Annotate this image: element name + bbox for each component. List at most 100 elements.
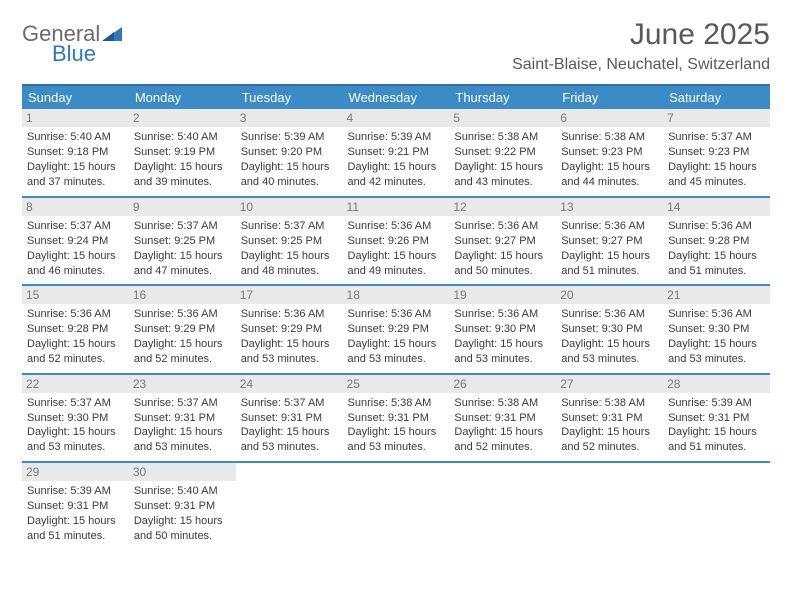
weekday-header-row: Sunday Monday Tuesday Wednesday Thursday… — [22, 85, 770, 109]
day-info: Sunrise: 5:39 AMSunset: 9:20 PMDaylight:… — [241, 130, 338, 189]
calendar-cell: 30 Sunrise: 5:40 AMSunset: 9:31 PMDayligh… — [129, 462, 236, 550]
day-info: Sunrise: 5:36 AMSunset: 9:29 PMDaylight:… — [348, 307, 445, 366]
day-info: Sunrise: 5:36 AMSunset: 9:27 PMDaylight:… — [561, 219, 658, 278]
day-number: 6 — [556, 109, 663, 127]
calendar-cell: 10Sunrise: 5:37 AMSunset: 9:25 PMDayligh… — [236, 197, 343, 285]
calendar-cell — [556, 462, 663, 550]
day-info: Sunrise: 5:36 AMSunset: 9:28 PMDaylight:… — [27, 307, 124, 366]
day-info: Sunrise: 5:39 AMSunset: 9:31 PMDaylight:… — [27, 484, 124, 543]
weekday-header: Monday — [129, 85, 236, 109]
calendar-cell: 24Sunrise: 5:37 AMSunset: 9:31 PMDayligh… — [236, 374, 343, 462]
calendar-cell: 11 Sunrise: 5:36 AMSunset: 9:26 PMDayligh… — [343, 197, 450, 285]
day-number: 18 — [343, 286, 450, 304]
calendar-cell: 4Sunrise: 5:39 AMSunset: 9:21 PMDaylight… — [343, 109, 450, 197]
calendar-cell: 16 Sunrise: 5:36 AMSunset: 9:29 PMDayligh… — [129, 285, 236, 373]
calendar-cell: 23Sunrise: 5:37 AMSunset: 9:31 PMDayligh… — [129, 374, 236, 462]
calendar-cell: 28 Sunrise: 5:39 AMSunset: 9:31 PMDayligh… — [663, 374, 770, 462]
weekday-header: Thursday — [449, 85, 556, 109]
day-info: Sunrise: 5:40 AMSunset: 9:19 PMDaylight:… — [134, 130, 231, 189]
day-number: 14 — [663, 198, 770, 216]
day-info: Sunrise: 5:36 AMSunset: 9:30 PMDaylight:… — [454, 307, 551, 366]
calendar-row: 8 Sunrise: 5:37 AMSunset: 9:24 PMDaylight… — [22, 197, 770, 285]
day-number: 3 — [236, 109, 343, 127]
day-info: Sunrise: 5:36 AMSunset: 9:26 PMDaylight:… — [348, 219, 445, 278]
day-info: Sunrise: 5:39 AMSunset: 9:21 PMDaylight:… — [348, 130, 445, 189]
calendar-row: 29 Sunrise: 5:39 AMSunset: 9:31 PMDayligh… — [22, 462, 770, 550]
day-number: 21 — [663, 286, 770, 304]
calendar-cell: 14Sunrise: 5:36 AMSunset: 9:28 PMDayligh… — [663, 197, 770, 285]
calendar-cell: 5 Sunrise: 5:38 AMSunset: 9:22 PMDaylight… — [449, 109, 556, 197]
weekday-header: Friday — [556, 85, 663, 109]
calendar-cell: 8 Sunrise: 5:37 AMSunset: 9:24 PMDaylight… — [22, 197, 129, 285]
logo-line2: Blue — [52, 41, 96, 66]
calendar-cell: 7 Sunrise: 5:37 AMSunset: 9:23 PMDaylight… — [663, 109, 770, 197]
day-info: Sunrise: 5:36 AMSunset: 9:29 PMDaylight:… — [134, 307, 231, 366]
day-number: 30 — [129, 463, 236, 481]
calendar-cell: 25 Sunrise: 5:38 AMSunset: 9:31 PMDayligh… — [343, 374, 450, 462]
day-number: 19 — [449, 286, 556, 304]
day-number: 23 — [129, 375, 236, 393]
calendar-cell: 13Sunrise: 5:36 AMSunset: 9:27 PMDayligh… — [556, 197, 663, 285]
day-number: 20 — [556, 286, 663, 304]
weekday-header: Sunday — [22, 85, 129, 109]
calendar-row: 15Sunrise: 5:36 AMSunset: 9:28 PMDayligh… — [22, 285, 770, 373]
calendar-cell: 12 Sunrise: 5:36 AMSunset: 9:27 PMDayligh… — [449, 197, 556, 285]
day-number: 5 — [449, 109, 556, 127]
day-number: 22 — [22, 375, 129, 393]
day-info: Sunrise: 5:36 AMSunset: 9:27 PMDaylight:… — [454, 219, 551, 278]
calendar-cell: 2 Sunrise: 5:40 AMSunset: 9:19 PMDaylight… — [129, 109, 236, 197]
calendar-row: 1 Sunrise: 5:40 AMSunset: 9:18 PMDaylight… — [22, 109, 770, 197]
calendar-cell: 3 Sunrise: 5:39 AMSunset: 9:20 PMDaylight… — [236, 109, 343, 197]
calendar-cell: 22 Sunrise: 5:37 AMSunset: 9:30 PMDayligh… — [22, 374, 129, 462]
weekday-header: Tuesday — [236, 85, 343, 109]
calendar-cell: 20Sunrise: 5:36 AMSunset: 9:30 PMDayligh… — [556, 285, 663, 373]
day-number: 28 — [663, 375, 770, 393]
day-number: 24 — [236, 375, 343, 393]
logo: General Blue — [22, 18, 122, 64]
day-number: 16 — [129, 286, 236, 304]
calendar-cell: 17Sunrise: 5:36 AMSunset: 9:29 PMDayligh… — [236, 285, 343, 373]
day-info: Sunrise: 5:37 AMSunset: 9:24 PMDaylight:… — [27, 219, 124, 278]
calendar-cell: 19 Sunrise: 5:36 AMSunset: 9:30 PMDayligh… — [449, 285, 556, 373]
calendar-cell: 18 Sunrise: 5:36 AMSunset: 9:29 PMDayligh… — [343, 285, 450, 373]
day-info: Sunrise: 5:38 AMSunset: 9:31 PMDaylight:… — [561, 396, 658, 455]
day-number: 25 — [343, 375, 450, 393]
title-block: June 2025 Saint-Blaise, Neuchatel, Switz… — [512, 18, 770, 74]
logo-text: General Blue — [22, 24, 122, 64]
day-info: Sunrise: 5:37 AMSunset: 9:30 PMDaylight:… — [27, 396, 124, 455]
calendar-cell: 6 Sunrise: 5:38 AMSunset: 9:23 PMDaylight… — [556, 109, 663, 197]
location: Saint-Blaise, Neuchatel, Switzerland — [512, 56, 770, 74]
day-info: Sunrise: 5:38 AMSunset: 9:22 PMDaylight:… — [454, 130, 551, 189]
day-info: Sunrise: 5:40 AMSunset: 9:18 PMDaylight:… — [27, 130, 124, 189]
calendar-cell: 29 Sunrise: 5:39 AMSunset: 9:31 PMDayligh… — [22, 462, 129, 550]
day-info: Sunrise: 5:38 AMSunset: 9:31 PMDaylight:… — [348, 396, 445, 455]
calendar-cell — [663, 462, 770, 550]
calendar-cell: 21Sunrise: 5:36 AMSunset: 9:30 PMDayligh… — [663, 285, 770, 373]
month-title: June 2025 — [512, 18, 770, 52]
day-number: 11 — [343, 198, 450, 216]
day-number: 29 — [22, 463, 129, 481]
calendar-cell: 15Sunrise: 5:36 AMSunset: 9:28 PMDayligh… — [22, 285, 129, 373]
day-number: 2 — [129, 109, 236, 127]
calendar-cell: 27 Sunrise: 5:38 AMSunset: 9:31 PMDayligh… — [556, 374, 663, 462]
day-number: 8 — [22, 198, 129, 216]
day-info: Sunrise: 5:40 AMSunset: 9:31 PMDaylight:… — [134, 484, 231, 543]
day-number: 12 — [449, 198, 556, 216]
calendar-cell — [236, 462, 343, 550]
day-number: 26 — [449, 375, 556, 393]
calendar-cell: 9Sunrise: 5:37 AMSunset: 9:25 PMDaylight… — [129, 197, 236, 285]
calendar-cell: 1 Sunrise: 5:40 AMSunset: 9:18 PMDaylight… — [22, 109, 129, 197]
weekday-header: Saturday — [663, 85, 770, 109]
calendar-cell — [449, 462, 556, 550]
weekday-header: Wednesday — [343, 85, 450, 109]
day-info: Sunrise: 5:39 AMSunset: 9:31 PMDaylight:… — [668, 396, 765, 455]
day-info: Sunrise: 5:37 AMSunset: 9:25 PMDaylight:… — [241, 219, 338, 278]
calendar-row: 22 Sunrise: 5:37 AMSunset: 9:30 PMDayligh… — [22, 374, 770, 462]
day-number: 17 — [236, 286, 343, 304]
day-number: 27 — [556, 375, 663, 393]
day-info: Sunrise: 5:37 AMSunset: 9:23 PMDaylight:… — [668, 130, 765, 189]
day-info: Sunrise: 5:37 AMSunset: 9:25 PMDaylight:… — [134, 219, 231, 278]
day-info: Sunrise: 5:38 AMSunset: 9:23 PMDaylight:… — [561, 130, 658, 189]
day-number: 1 — [22, 109, 129, 127]
day-number: 7 — [663, 109, 770, 127]
